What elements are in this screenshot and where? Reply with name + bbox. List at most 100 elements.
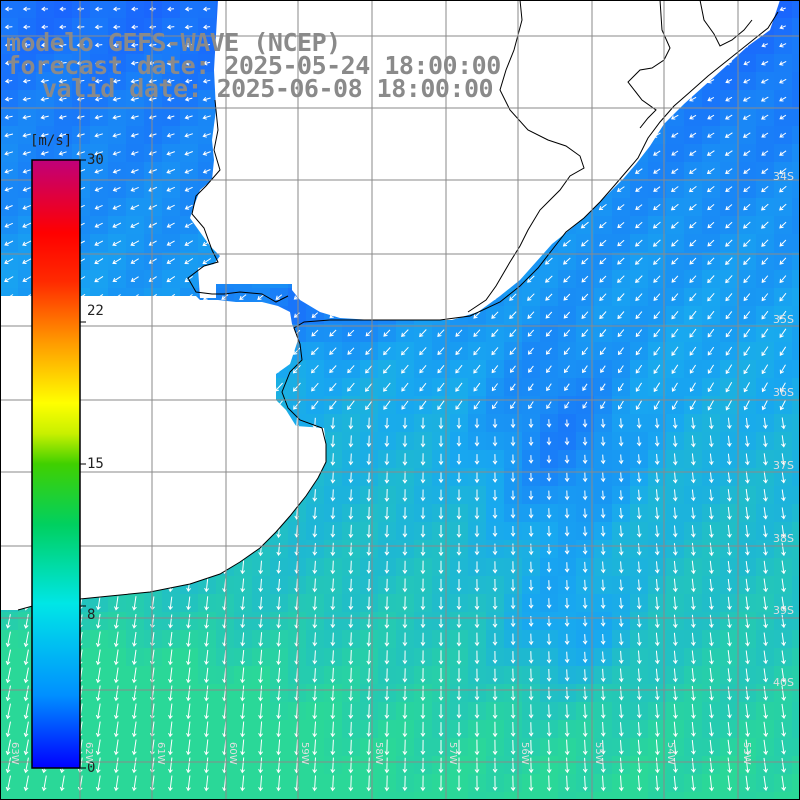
wind-arrow xyxy=(166,24,175,30)
wind-arrow xyxy=(510,597,516,610)
wind-arrow xyxy=(618,704,624,719)
wind-arrow xyxy=(58,60,67,66)
lat-label-40s: 40S xyxy=(773,676,794,689)
wind-arrow xyxy=(635,311,643,320)
field-cell xyxy=(630,792,649,800)
wind-arrow xyxy=(112,187,121,192)
wind-arrow xyxy=(384,775,390,792)
wind-arrow xyxy=(366,471,372,484)
wind-arrow xyxy=(492,578,498,592)
wind-arrow xyxy=(365,364,373,374)
wind-arrow xyxy=(4,169,13,174)
wind-arrow xyxy=(779,382,786,393)
wind-arrow xyxy=(707,275,715,284)
wind-arrow xyxy=(366,668,372,683)
wind-arrow xyxy=(599,347,606,356)
wind-arrow xyxy=(689,400,696,411)
wind-arrow xyxy=(113,703,119,720)
wind-arrow xyxy=(456,632,462,647)
wind-arrow xyxy=(546,365,552,374)
wind-arrow xyxy=(707,382,715,393)
wind-arrow xyxy=(348,489,354,502)
field-cell xyxy=(792,144,800,163)
wind-arrow xyxy=(599,239,607,247)
lat-label-38s: 38S xyxy=(773,532,794,545)
wind-arrow xyxy=(510,383,516,391)
wind-arrow xyxy=(725,364,733,375)
wind-arrow xyxy=(671,257,679,265)
wind-arrow xyxy=(131,649,137,666)
wind-arrow xyxy=(366,542,372,557)
wind-arrow xyxy=(438,578,444,593)
wind-arrow xyxy=(40,132,49,138)
field-cell xyxy=(216,792,235,800)
wind-arrow xyxy=(113,24,121,30)
wind-arrow xyxy=(691,668,696,683)
wind-arrow xyxy=(491,311,499,319)
wind-arrow xyxy=(745,739,750,756)
wind-arrow xyxy=(131,757,137,774)
wind-arrow xyxy=(4,114,13,120)
wind-arrow xyxy=(581,257,589,265)
wind-arrow xyxy=(258,739,263,756)
wind-arrow xyxy=(761,42,769,48)
wind-arrow xyxy=(743,275,751,284)
wind-arrow xyxy=(59,775,65,792)
wind-arrow xyxy=(781,632,786,647)
wind-arrow xyxy=(58,96,67,102)
wind-arrow xyxy=(276,631,282,647)
field-cell xyxy=(792,270,800,289)
wind-arrow xyxy=(634,257,643,265)
wind-arrow xyxy=(348,417,354,430)
wind-arrow xyxy=(312,507,318,520)
wind-arrow xyxy=(112,78,121,84)
wind-arrow xyxy=(671,346,679,356)
wind-arrow xyxy=(581,329,589,338)
wind-arrow xyxy=(672,614,678,629)
wind-arrow xyxy=(456,489,462,502)
wind-arrow xyxy=(347,329,355,337)
wind-arrow xyxy=(600,418,606,429)
field-cell xyxy=(792,684,800,703)
wind-arrow xyxy=(5,685,11,702)
wind-arrow xyxy=(474,704,480,719)
wind-arrow xyxy=(781,471,786,484)
field-cell xyxy=(648,792,667,800)
field-cell xyxy=(792,414,800,433)
lat-label-36s: 36S xyxy=(773,386,794,399)
wind-arrow xyxy=(492,471,498,483)
wind-arrow xyxy=(761,257,769,265)
wind-arrow xyxy=(383,329,391,337)
wind-arrow xyxy=(310,364,319,374)
wind-arrow xyxy=(654,632,660,647)
wind-arrow xyxy=(691,703,696,719)
wind-arrow xyxy=(311,312,319,318)
wind-arrow xyxy=(636,507,642,520)
wind-arrow xyxy=(420,757,426,773)
wind-arrow xyxy=(745,561,750,574)
wind-arrow xyxy=(184,258,194,265)
wind-arrow xyxy=(474,561,480,574)
wind-arrow xyxy=(598,221,607,229)
wind-arrow xyxy=(672,650,678,665)
wind-arrow xyxy=(112,204,121,210)
wind-arrow xyxy=(4,240,14,246)
wind-arrow xyxy=(690,632,696,647)
wind-arrow xyxy=(779,364,786,374)
wind-arrow xyxy=(348,685,354,702)
lon-label-53w: 53W xyxy=(741,742,752,765)
wind-arrow xyxy=(312,685,318,702)
wind-arrow xyxy=(22,204,31,210)
wind-arrow xyxy=(186,649,191,666)
wind-arrow xyxy=(636,668,642,683)
wind-arrow xyxy=(743,186,751,192)
wind-arrow xyxy=(689,239,697,247)
wind-arrow xyxy=(528,490,534,501)
wind-arrow xyxy=(438,704,444,719)
wind-arrow xyxy=(653,400,660,410)
wind-arrow xyxy=(276,685,282,701)
wind-arrow xyxy=(23,613,29,629)
wind-arrow xyxy=(546,401,552,410)
wind-arrow xyxy=(348,632,354,647)
field-cell xyxy=(792,522,800,541)
